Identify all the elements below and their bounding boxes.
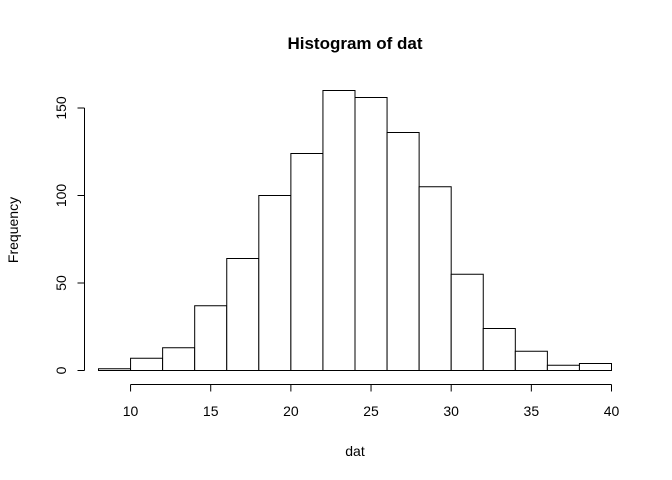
x-axis: 10 15 20 25 30 35 40 [123, 384, 620, 419]
y-tick-label: 150 [53, 96, 69, 120]
x-tick-label: 25 [363, 403, 379, 419]
histogram-bar [226, 258, 260, 371]
histogram-bar [194, 305, 228, 371]
histogram-bar [386, 132, 420, 371]
histogram-bar [130, 357, 164, 371]
histogram-bar [546, 364, 580, 371]
histogram-bar [482, 328, 516, 371]
x-tick-label: 20 [283, 403, 299, 419]
x-tick-label: 15 [203, 403, 219, 419]
x-tick-label: 10 [123, 403, 139, 419]
x-axis-label: dat [345, 443, 365, 459]
histogram-bar [258, 195, 292, 371]
y-axis-label: Frequency [5, 197, 21, 263]
y-tick-label: 100 [53, 184, 69, 208]
y-tick-label: 50 [53, 275, 69, 291]
x-tick-label: 30 [443, 403, 459, 419]
histogram-bar [578, 363, 612, 371]
x-tick-label: 35 [524, 403, 540, 419]
histogram-bar [354, 97, 388, 371]
y-tick-label: 0 [53, 366, 69, 374]
histogram-bar [450, 273, 484, 371]
histogram-bar [98, 368, 132, 371]
histogram-bar [418, 186, 452, 371]
y-axis: 0 50 100 150 [53, 96, 85, 374]
histogram-bar [162, 347, 196, 371]
histogram-bar [322, 90, 356, 371]
histogram-bar [290, 153, 324, 371]
bars-group [98, 90, 612, 371]
histogram-bar [514, 350, 548, 371]
x-tick-label: 40 [604, 403, 620, 419]
chart-title: Histogram of dat [287, 34, 422, 53]
